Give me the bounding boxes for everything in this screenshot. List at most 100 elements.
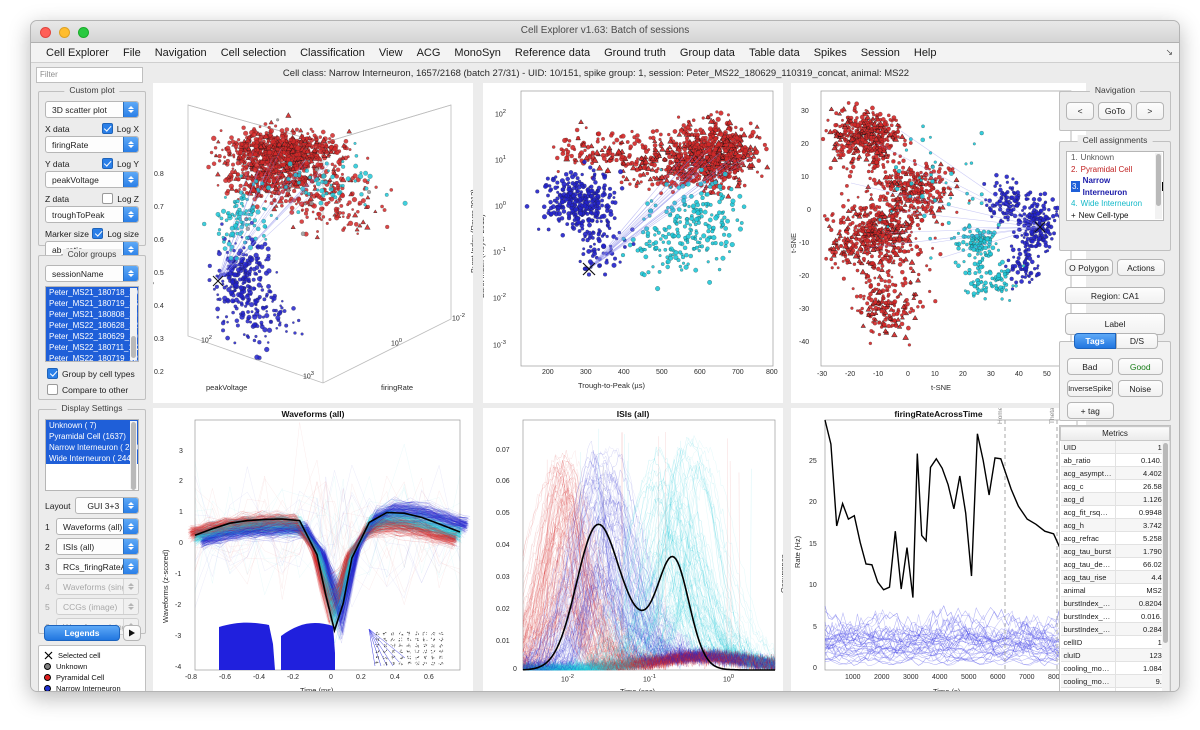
session-listbox[interactable]: Peter_MS21_180718_103455 Peter_MS21_1807…: [45, 286, 139, 362]
compare-to-other-checkbox[interactable]: Compare to other: [47, 384, 145, 395]
tab-ds[interactable]: D/S: [1116, 333, 1158, 349]
table-row[interactable]: cellID10: [1060, 635, 1170, 649]
table-row[interactable]: burstIndex_Mi... 0.016...: [1060, 609, 1170, 623]
table-row[interactable]: burstIndex_Do... 0.82046: [1060, 596, 1170, 610]
table-row[interactable]: cluID 1235: [1060, 648, 1170, 662]
plot-firing-rate-across-time[interactable]: firingRateAcrossTime HomeCage_Sleep Thet…: [791, 408, 1086, 692]
menu-cell-explorer[interactable]: Cell Explorer: [46, 46, 109, 59]
menu-file[interactable]: File: [122, 46, 141, 59]
list-item[interactable]: Narrow Interneuron ( 280): [46, 442, 138, 453]
menu-cell-selection[interactable]: Cell selection: [220, 46, 287, 59]
window-controls[interactable]: [40, 27, 89, 38]
tag-button-inversespike[interactable]: InverseSpike: [1067, 380, 1113, 397]
scrollbar-thumb[interactable]: [1163, 443, 1168, 643]
list-item[interactable]: Pyramidal Cell (1637): [46, 431, 138, 442]
list-item[interactable]: Peter_MS22_180711_112912: [46, 342, 138, 353]
menu-classification[interactable]: Classification: [300, 46, 365, 59]
list-item[interactable]: Peter_MS21_180719_155941: [46, 298, 138, 309]
assignment-row-unknown[interactable]: 1. Unknown: [1067, 152, 1163, 164]
polygon-button[interactable]: O Polygon: [1065, 259, 1113, 276]
plot-slot-5-dropdown[interactable]: CCGs (image): [56, 598, 139, 615]
chevron-updown-icon[interactable]: [123, 137, 138, 152]
cell-types-listbox[interactable]: Unknown ( 7) Pyramidal Cell (1637) Narro…: [45, 419, 139, 491]
listbox-scrollbar[interactable]: [1155, 153, 1162, 219]
log-size-checkbox[interactable]: Log size: [92, 228, 139, 239]
menu-help[interactable]: Help: [913, 46, 937, 59]
waveforms-canvas[interactable]: [153, 408, 473, 692]
table-row[interactable]: burstIndex_Ro... 0.2846: [1060, 622, 1170, 636]
chevron-updown-icon[interactable]: [123, 519, 138, 534]
chevron-updown-icon[interactable]: [123, 102, 138, 117]
plot-waveforms-all[interactable]: Waveforms (all) 3 2: [153, 408, 473, 692]
tag-button-noise[interactable]: Noise: [1117, 380, 1163, 397]
tab-tags[interactable]: Tags: [1074, 333, 1116, 349]
log-z-checkbox[interactable]: Log Z: [102, 193, 139, 204]
plot-slot-4-dropdown[interactable]: Waveforms (single): [56, 578, 139, 595]
table-row[interactable]: acg_refrac 5.2588: [1060, 531, 1170, 545]
color-group-field-dropdown[interactable]: sessionName: [45, 265, 139, 282]
metrics-table[interactable]: Metrics UID10ab_ratio0.140...acg_asympto…: [1060, 426, 1170, 691]
list-item[interactable]: Unknown ( 7): [46, 420, 138, 431]
firingrate-canvas[interactable]: [791, 408, 1086, 692]
region-button[interactable]: Region: CA1: [1065, 287, 1165, 304]
assignment-row-new-cell-type[interactable]: + New Cell-type: [1067, 210, 1163, 221]
menu-spikes[interactable]: Spikes: [813, 46, 847, 59]
chevron-updown-icon[interactable]: [123, 242, 138, 257]
chevron-updown-icon[interactable]: [123, 539, 138, 554]
assignment-row-narrow-interneuron[interactable]: 3. Narrow Interneuron: [1067, 175, 1163, 198]
previous-cell-button[interactable]: <: [1066, 102, 1095, 120]
table-row[interactable]: acg_tau_rise 4.49: [1060, 570, 1170, 584]
checkbox-icon[interactable]: [102, 193, 114, 204]
chevron-updown-icon[interactable]: [123, 207, 138, 222]
plot-isis-all[interactable]: ISIs (all) 0.07 0.06 0.05 0.04 0.03 0.02…: [483, 408, 783, 691]
checkbox-icon[interactable]: [101, 158, 113, 169]
list-item[interactable]: Wide Interneuron ( 244): [46, 453, 138, 464]
listbox-scrollbar[interactable]: [130, 288, 137, 360]
z-data-dropdown[interactable]: troughToPeak: [45, 206, 139, 223]
menu-ground-truth[interactable]: Ground truth: [604, 46, 666, 59]
table-row[interactable]: acg_tau_burst 1.7907: [1060, 544, 1170, 558]
plot-burst-index[interactable]: 102 101 100 10-1 10-2 10-3 200 300 400 5…: [483, 83, 783, 403]
table-row[interactable]: acg_d 1.1269: [1060, 492, 1170, 506]
plot-3d-scatter[interactable]: 0.8 0.7 0.6 0.5 0.4 0.3 0.2 troughToPeak…: [153, 83, 473, 403]
legends-button[interactable]: Legends: [44, 625, 120, 641]
table-row[interactable]: cooling_modul... 1.0843: [1060, 661, 1170, 675]
minimize-button[interactable]: [59, 27, 70, 38]
table-row[interactable]: acg_asymptote 4.4022: [1060, 466, 1170, 480]
chevron-updown-icon[interactable]: [123, 559, 138, 574]
y-data-dropdown[interactable]: peakVoltage: [45, 171, 139, 188]
group-by-cell-types-checkbox[interactable]: Group by cell types: [47, 368, 145, 379]
table-row[interactable]: UID10: [1060, 440, 1170, 454]
listbox-scrollbar[interactable]: [130, 421, 137, 490]
menu-session[interactable]: Session: [860, 46, 900, 59]
cell-assignments-listbox[interactable]: 1. Unknown 2. Pyramidal Cell 3. Narrow I…: [1066, 151, 1164, 221]
menu-acg[interactable]: ACG: [416, 46, 441, 59]
metrics-scrollbar[interactable]: [1162, 441, 1169, 691]
table-row[interactable]: acg_h 3.7423: [1060, 518, 1170, 532]
log-y-checkbox[interactable]: Log Y: [101, 158, 139, 169]
tsne-canvas[interactable]: [791, 83, 1086, 403]
chevron-updown-icon[interactable]: [123, 172, 138, 187]
actions-button[interactable]: Actions: [1117, 259, 1165, 276]
layout-dropdown[interactable]: GUI 3+3: [74, 497, 139, 514]
x-data-dropdown[interactable]: firingRate: [45, 136, 139, 153]
plot-slot-3-dropdown[interactable]: RCs_firingRateAcr...: [56, 558, 139, 575]
plot-type-dropdown[interactable]: 3D scatter plot: [45, 101, 139, 118]
menu-overflow-icon[interactable]: ↘: [1165, 47, 1173, 57]
chevron-updown-icon[interactable]: [123, 266, 138, 281]
close-button[interactable]: [40, 27, 51, 38]
list-item[interactable]: Peter_MS22_180719_122813: [46, 353, 138, 361]
next-cell-button[interactable]: >: [1135, 102, 1164, 120]
menu-reference-data[interactable]: Reference data: [514, 46, 591, 59]
menu-view[interactable]: View: [378, 46, 403, 59]
assignment-row-wide-interneuron[interactable]: 4. Wide Interneuron: [1067, 198, 1163, 210]
list-item[interactable]: Peter_MS22_180628_120341: [46, 320, 138, 331]
plot-slot-1-dropdown[interactable]: Waveforms (all): [56, 518, 139, 535]
menu-navigation[interactable]: Navigation: [154, 46, 207, 59]
scrollbar-thumb[interactable]: [1156, 154, 1161, 206]
menu-group-data[interactable]: Group data: [679, 46, 735, 59]
filter-input[interactable]: Filter: [36, 67, 143, 83]
label-button[interactable]: Label: [1065, 313, 1165, 335]
checkbox-icon[interactable]: [47, 368, 58, 379]
list-item[interactable]: Peter_MS21_180808_115125: [46, 309, 138, 320]
